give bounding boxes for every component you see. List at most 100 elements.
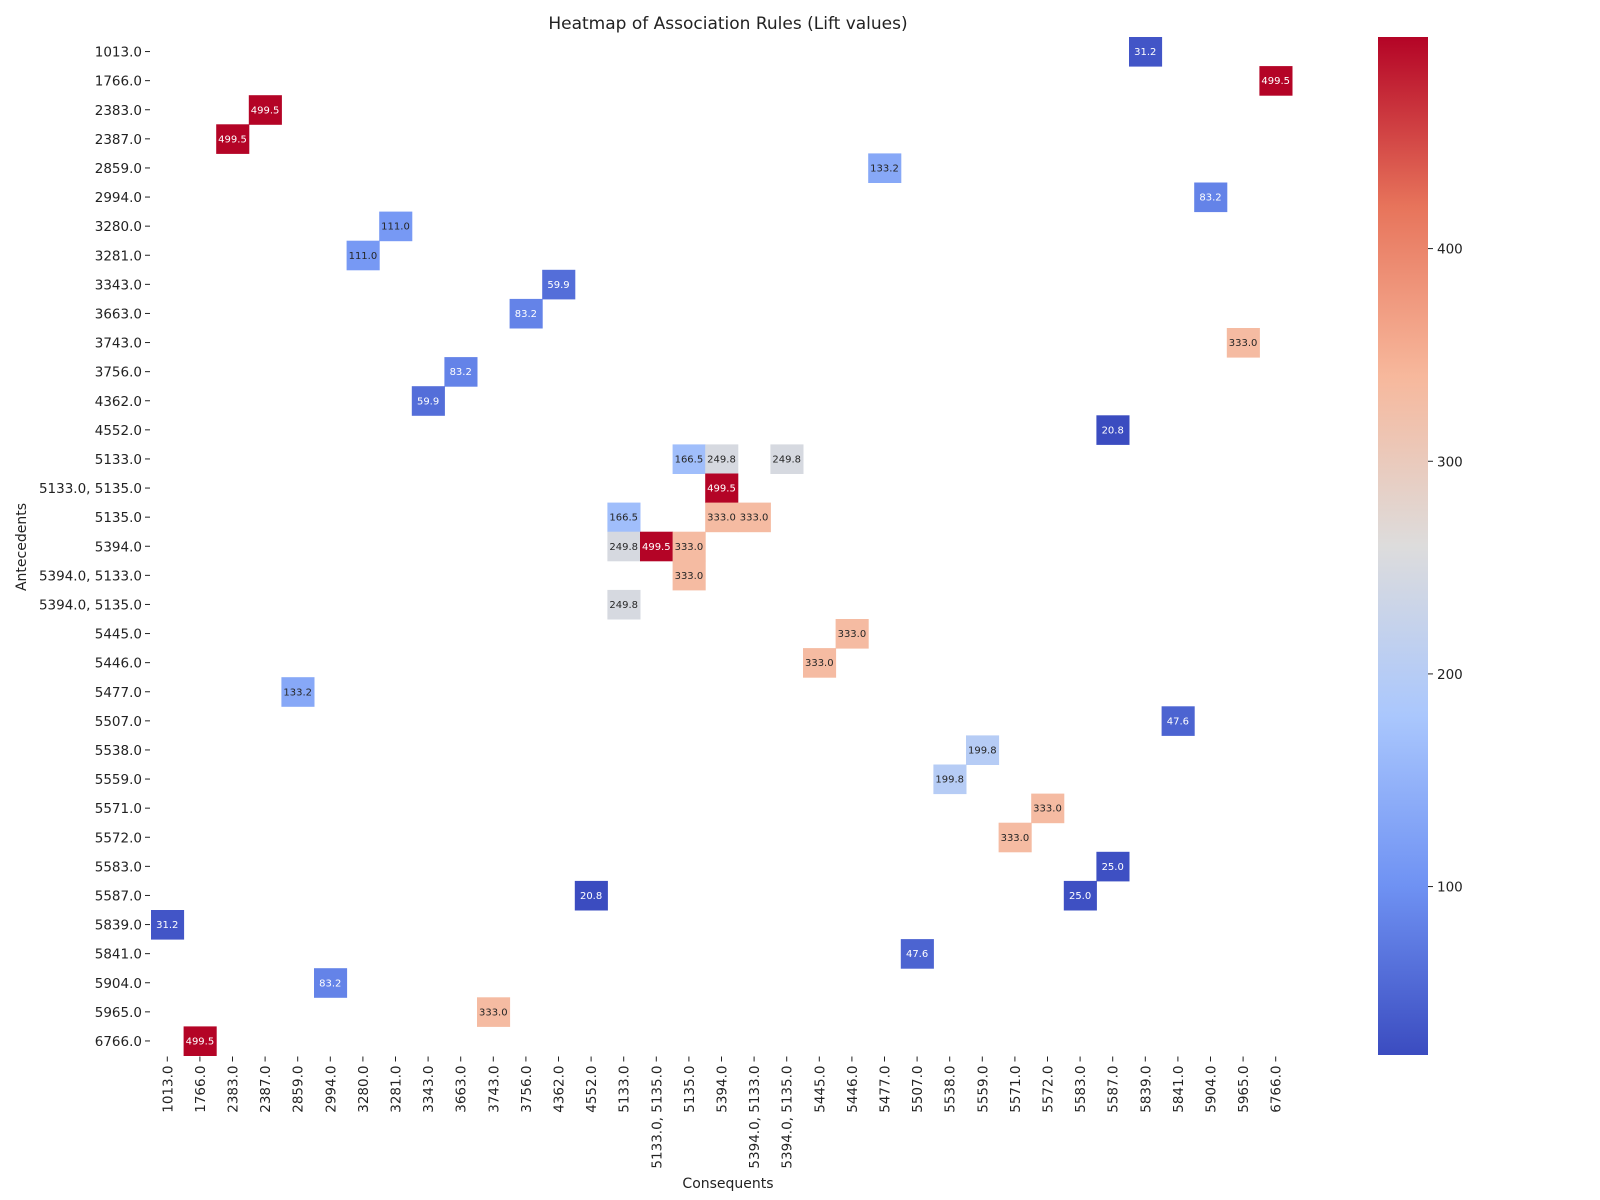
colorbar-tick-label: 400 [1437, 242, 1463, 258]
y-tick-label: 5135.0 [95, 510, 142, 526]
heatmap-cell [1129, 37, 1163, 67]
x-tick-label: 3281.0 [389, 1066, 405, 1113]
y-tick-label: 5446.0 [95, 656, 142, 672]
y-tick-label: 5538.0 [95, 743, 142, 759]
x-tick-label: 2383.0 [226, 1066, 242, 1113]
heatmap-cell [672, 444, 706, 474]
y-tick-label: 3663.0 [95, 306, 142, 322]
cell-label: 333.0 [675, 571, 704, 582]
heatmap-cell [737, 502, 771, 533]
x-tick-label: 2994.0 [323, 1066, 339, 1113]
cell-label: 83.2 [319, 978, 341, 989]
heatmap-cell [379, 211, 413, 242]
cell-label: 83.2 [450, 367, 472, 378]
x-tick-label: 4362.0 [552, 1066, 568, 1113]
heatmap-cell [672, 531, 706, 562]
heatmap-cell [1226, 328, 1260, 358]
heatmap-cell [183, 1026, 217, 1056]
cell-label: 249.8 [609, 600, 638, 611]
cell-label: 31.2 [156, 920, 178, 931]
cell-label: 333.0 [707, 513, 736, 524]
cell-label: 333.0 [1229, 338, 1258, 349]
y-tick-label: 1766.0 [95, 74, 142, 90]
heatmap-cell [868, 153, 902, 183]
x-tick-label: 3280.0 [356, 1066, 372, 1113]
heatmap-cell [411, 386, 445, 416]
x-tick-label: 5904.0 [1204, 1066, 1220, 1113]
cell-label: 499.5 [218, 134, 247, 145]
heatmap-cell [607, 502, 641, 533]
heatmap-cell [607, 589, 641, 620]
heatmap-cell [216, 124, 250, 154]
x-tick-label: 5446.0 [845, 1066, 861, 1113]
heatmap-cell [900, 939, 934, 969]
y-tick-label: 5965.0 [95, 1005, 142, 1021]
colorbar-ticks: 100 200 300 400 [1428, 242, 1463, 896]
cell-label: 333.0 [675, 542, 704, 553]
cell-label: 333.0 [740, 513, 769, 524]
x-tick-label: 1766.0 [193, 1066, 209, 1113]
cell-label: 25.0 [1102, 862, 1124, 873]
y-tick-label: 5394.0 [95, 539, 142, 555]
cell-label: 111.0 [381, 222, 410, 233]
x-tick-label: 5133.0, 5135.0 [649, 1066, 665, 1169]
x-tick-label: 3756.0 [519, 1066, 535, 1113]
y-tick-label: 5394.0, 5133.0 [39, 568, 142, 584]
x-tick-label: 5839.0 [1138, 1066, 1154, 1113]
cell-label: 133.2 [283, 687, 312, 698]
y-tick-label: 5839.0 [95, 918, 142, 934]
x-tick-label: 5538.0 [943, 1066, 959, 1113]
cell-label: 133.2 [870, 163, 899, 174]
y-tick-label: 4362.0 [95, 394, 142, 410]
heatmap-cell [770, 444, 804, 474]
x-tick-label: 5394.0, 5133.0 [747, 1066, 763, 1169]
x-tick-label: 3663.0 [454, 1066, 470, 1113]
y-tick-label: 2859.0 [95, 161, 142, 177]
heatmap-cell [835, 619, 869, 649]
cell-label: 249.8 [707, 454, 736, 465]
heatmap-cell [346, 240, 380, 271]
heatmap-cell [1096, 415, 1130, 445]
cell-label: 333.0 [805, 658, 834, 669]
heatmap-cell [314, 968, 348, 998]
y-tick-label: 6766.0 [95, 1034, 142, 1050]
colorbar-tick-label: 100 [1437, 880, 1463, 896]
y-tick-label: 5904.0 [95, 976, 142, 992]
y-axis-label: Antecedents [14, 503, 30, 591]
cell-label: 83.2 [1199, 193, 1221, 204]
heatmap-cell [933, 764, 967, 795]
cell-label: 166.5 [609, 513, 638, 524]
x-tick-label: 5965.0 [1236, 1066, 1252, 1113]
heatmap-cell [966, 735, 1000, 765]
y-tick-label: 5507.0 [95, 714, 142, 730]
x-tick-label: 5583.0 [1073, 1066, 1089, 1113]
heatmap-cell [574, 880, 608, 911]
y-tick-label: 1013.0 [95, 45, 142, 61]
y-tick-label: 2383.0 [95, 103, 142, 119]
x-tick-label: 5133.0 [617, 1066, 633, 1113]
cell-label: 499.5 [186, 1036, 215, 1047]
x-tick-label: 5587.0 [1106, 1066, 1122, 1113]
cell-label: 333.0 [1001, 833, 1030, 844]
cell-label: 25.0 [1069, 891, 1091, 902]
y-tick-label: 3280.0 [95, 219, 142, 235]
x-tick-label: 3743.0 [486, 1066, 502, 1113]
heatmap-cell [607, 531, 641, 562]
heatmap-cell [1259, 66, 1293, 96]
x-tick-label: 5394.0, 5135.0 [780, 1066, 796, 1169]
cell-label: 20.8 [1102, 425, 1124, 436]
cell-label: 249.8 [772, 454, 801, 465]
heatmap-cell [705, 502, 739, 533]
x-tick-label: 5477.0 [878, 1066, 894, 1113]
y-tick-label: 3743.0 [95, 336, 142, 352]
heatmap-cell [444, 357, 478, 387]
heatmap-cell [705, 444, 739, 474]
cell-label: 59.9 [547, 280, 569, 291]
cell-label: 199.8 [935, 775, 964, 786]
y-tick-label: 5394.0, 5135.0 [39, 597, 142, 613]
cell-label: 31.2 [1134, 47, 1156, 58]
x-tick-label: 1013.0 [160, 1066, 176, 1113]
cell-label: 47.6 [1167, 716, 1189, 727]
y-tick-label: 5583.0 [95, 859, 142, 875]
